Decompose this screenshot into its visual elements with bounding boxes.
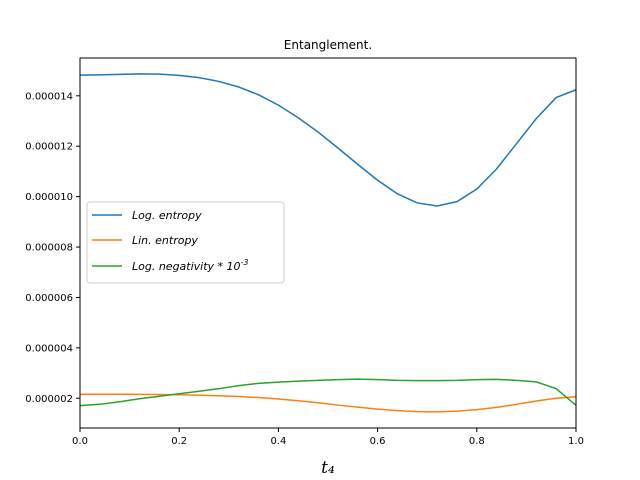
x-tick-label: 1.0 (568, 436, 584, 447)
x-axis: 0.0 0.2 0.4 0.6 0.8 1.0 (72, 428, 584, 447)
plot-frame (79, 57, 577, 429)
y-tick-label: 0.000012 (25, 142, 73, 153)
x-tick-label: 0.0 (72, 436, 88, 447)
x-tick-label: 0.4 (270, 436, 286, 447)
legend-label-3: Log. negativity * 10-3 (132, 258, 249, 273)
x-tick-label: 0.6 (370, 436, 386, 447)
y-tick-label: 0.000002 (25, 394, 73, 405)
y-tick-label: 0.000006 (25, 293, 73, 304)
y-axis: 0.000002 0.000004 0.000006 0.000008 0.000010… (25, 91, 80, 405)
legend-label-2: Lin. entropy (132, 234, 198, 247)
legend-box (86, 201, 285, 284)
x-tick-label: 0.8 (469, 436, 485, 447)
y-tick-label: 0.000008 (25, 243, 73, 254)
y-tick-label: 0.000004 (25, 343, 73, 354)
x-tick-label: 0.2 (171, 436, 187, 447)
x-axis-label: t₄ (321, 458, 335, 478)
series-line-1 (79, 73, 577, 207)
y-tick-label: 0.000014 (25, 91, 73, 102)
legend-label-1: Log. entropy (132, 209, 202, 222)
y-tick-label: 0.000010 (25, 192, 73, 203)
chart-title: Entanglement. (284, 38, 372, 52)
legend: Log. entropy Lin. entropy Log. negativity … (86, 201, 285, 284)
series-lines (79, 73, 577, 413)
series-line-3 (79, 378, 577, 407)
series-line-2 (80, 393, 577, 413)
